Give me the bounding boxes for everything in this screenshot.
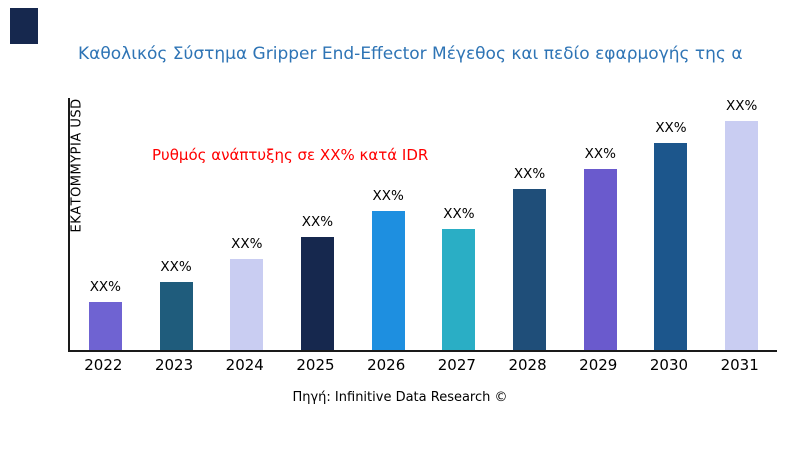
- bar: [88, 302, 122, 350]
- bar-slot-2024: XX%: [211, 98, 282, 350]
- bar: [371, 211, 405, 350]
- bar-value-label: XX%: [584, 145, 616, 162]
- bar: [654, 143, 688, 350]
- x-tick-2026: 2026: [367, 356, 406, 374]
- source-caption: Πηγή: Infinitive Data Research ©: [292, 390, 508, 405]
- x-tick-2031: 2031: [720, 356, 759, 374]
- bar: [725, 121, 759, 350]
- bar-slot-2025: XX%: [282, 98, 353, 350]
- bar-value-label: XX%: [160, 258, 192, 275]
- bar-slot-2031: XX%: [706, 98, 777, 350]
- chart-title: Καθολικός Σύστημα Gripper End-Effector Μ…: [78, 44, 743, 64]
- bar-slot-2022: XX%: [70, 98, 141, 350]
- x-tick-2025: 2025: [296, 356, 335, 374]
- bar: [442, 229, 476, 350]
- bar: [230, 259, 264, 350]
- bars-container: XX% XX% XX% XX% XX% XX% XX% XX% XX% XX%: [70, 98, 777, 350]
- bar-value-label: XX%: [443, 206, 475, 223]
- bar-value-label: XX%: [655, 120, 687, 137]
- bar: [159, 281, 193, 350]
- x-tick-2024: 2024: [225, 356, 264, 374]
- bar-value-label: XX%: [301, 213, 334, 230]
- x-tick-2027: 2027: [437, 356, 476, 374]
- bar-value-label: XX%: [89, 279, 122, 296]
- bar-slot-2023: XX%: [141, 98, 212, 350]
- x-axis-tick-labels: 2022 2023 2024 2025 2026 2027 2028 2029 2030 2031: [68, 356, 775, 374]
- bar: [300, 236, 334, 350]
- bar-slot-2030: XX%: [636, 98, 707, 350]
- brand-logo: [10, 8, 38, 44]
- bar-slot-2026: XX%: [353, 98, 424, 350]
- x-tick-2023: 2023: [154, 356, 194, 374]
- plot-area: Ρυθμός ανάπτυξης σε XX% κατά IDR XX% XX% X…: [68, 98, 777, 352]
- bar-value-label: XX%: [513, 165, 546, 182]
- x-tick-2029: 2029: [579, 356, 618, 374]
- bar-slot-2027: XX%: [424, 98, 495, 350]
- x-tick-2030: 2030: [649, 356, 689, 374]
- bar: [583, 168, 617, 350]
- growth-rate-annotation: Ρυθμός ανάπτυξης σε XX% κατά IDR: [152, 146, 429, 164]
- bar-slot-2029: XX%: [565, 98, 636, 350]
- bar-value-label: XX%: [231, 236, 263, 253]
- bar-slot-2028: XX%: [494, 98, 565, 350]
- x-tick-2022: 2022: [84, 356, 123, 374]
- bar: [513, 188, 547, 350]
- bar-value-label: XX%: [372, 188, 404, 205]
- bar-value-label: XX%: [726, 98, 758, 114]
- x-tick-2028: 2028: [508, 356, 547, 374]
